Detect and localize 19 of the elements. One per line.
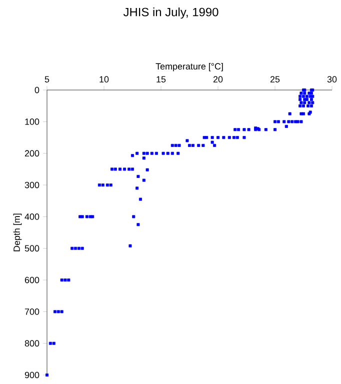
y-axis-title: Depth [m] [13,214,22,252]
y-tick-label: 400 [24,213,40,220]
y-tick-label: 500 [24,245,40,252]
x-tick-label: 25 [270,76,280,82]
y-tick-label: 900 [24,372,40,378]
x-tick-label: 15 [156,76,166,82]
y-tick-label: 600 [24,276,40,284]
x-tick-label: 5 [44,76,50,82]
x-tick-label: 20 [213,76,223,82]
y-tick-label: 800 [24,340,40,347]
y-tick-label: 200 [24,150,40,157]
y-tick-label: 100 [25,118,40,125]
x-axis-title: Temperature [°C] [156,62,223,72]
chart-title: JHIS in July, 1990 [123,8,218,19]
y-tick-label: 0 [34,86,40,94]
y-tick-label: 300 [24,182,40,188]
x-tick-label: 10 [100,76,109,82]
x-tick-label: 30 [327,76,337,82]
y-tick-label: 700 [24,308,40,315]
